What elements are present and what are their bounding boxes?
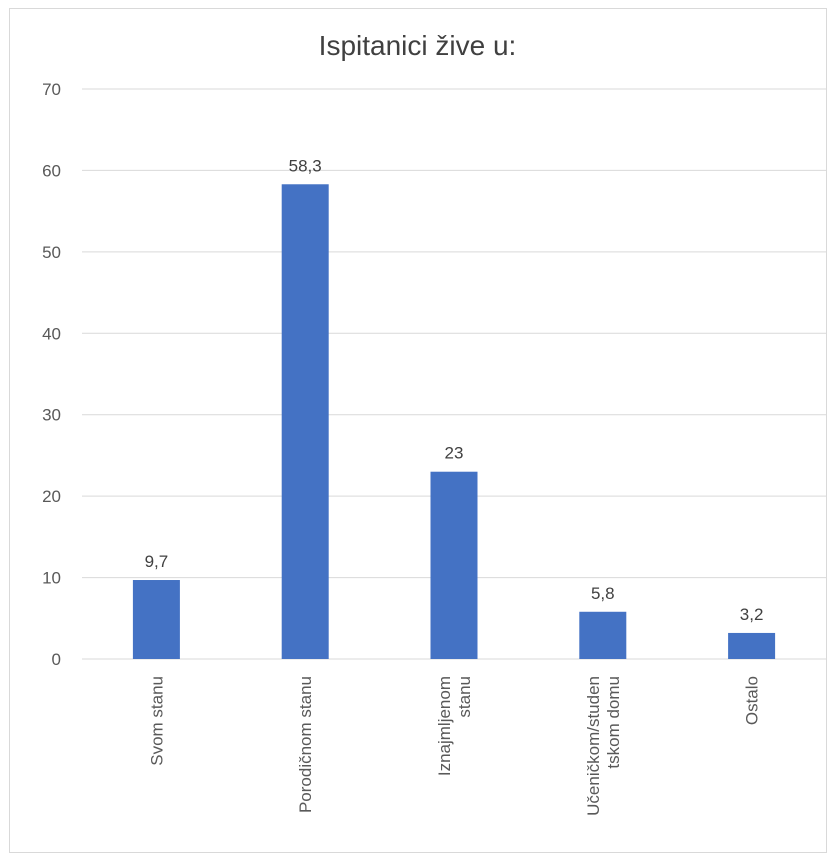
y-tick-label: 20 xyxy=(42,487,61,506)
category-label: tskom domu xyxy=(604,676,623,769)
bar xyxy=(728,632,776,659)
category-label: Učeničkom/studen xyxy=(584,676,603,816)
category-label: Iznajmljenom xyxy=(435,676,454,776)
chart-title: Ispitanici žive u: xyxy=(318,30,517,61)
y-tick-label: 60 xyxy=(42,161,61,180)
data-label: 23 xyxy=(445,444,464,463)
y-tick-label: 70 xyxy=(42,80,61,99)
y-tick-label: 10 xyxy=(42,569,61,588)
data-label: 9,7 xyxy=(145,552,169,571)
category-label: Porodičnom stanu xyxy=(296,676,315,813)
y-tick-label: 30 xyxy=(42,406,61,425)
bars xyxy=(132,184,776,659)
category-label: stanu xyxy=(455,676,474,718)
bar xyxy=(430,471,478,659)
bar xyxy=(281,184,329,659)
y-tick-label: 0 xyxy=(52,650,61,669)
data-label: 3,2 xyxy=(740,605,764,624)
bar xyxy=(579,611,627,659)
data-labels: 9,7 58,3 23 5,8 3,2 xyxy=(145,156,764,624)
y-axis-ticks: 0 10 20 30 40 50 60 70 xyxy=(42,80,61,669)
bar xyxy=(132,580,180,659)
y-tick-label: 50 xyxy=(42,243,61,262)
data-label: 58,3 xyxy=(289,156,322,175)
y-tick-label: 40 xyxy=(42,324,61,343)
category-labels: Svom stanu Porodičnom stanu Iznajmljenom st… xyxy=(147,676,761,816)
category-label: Svom stanu xyxy=(147,676,166,766)
chart-frame xyxy=(9,8,827,853)
data-label: 5,8 xyxy=(591,584,615,603)
category-label: Ostalo xyxy=(743,676,762,725)
